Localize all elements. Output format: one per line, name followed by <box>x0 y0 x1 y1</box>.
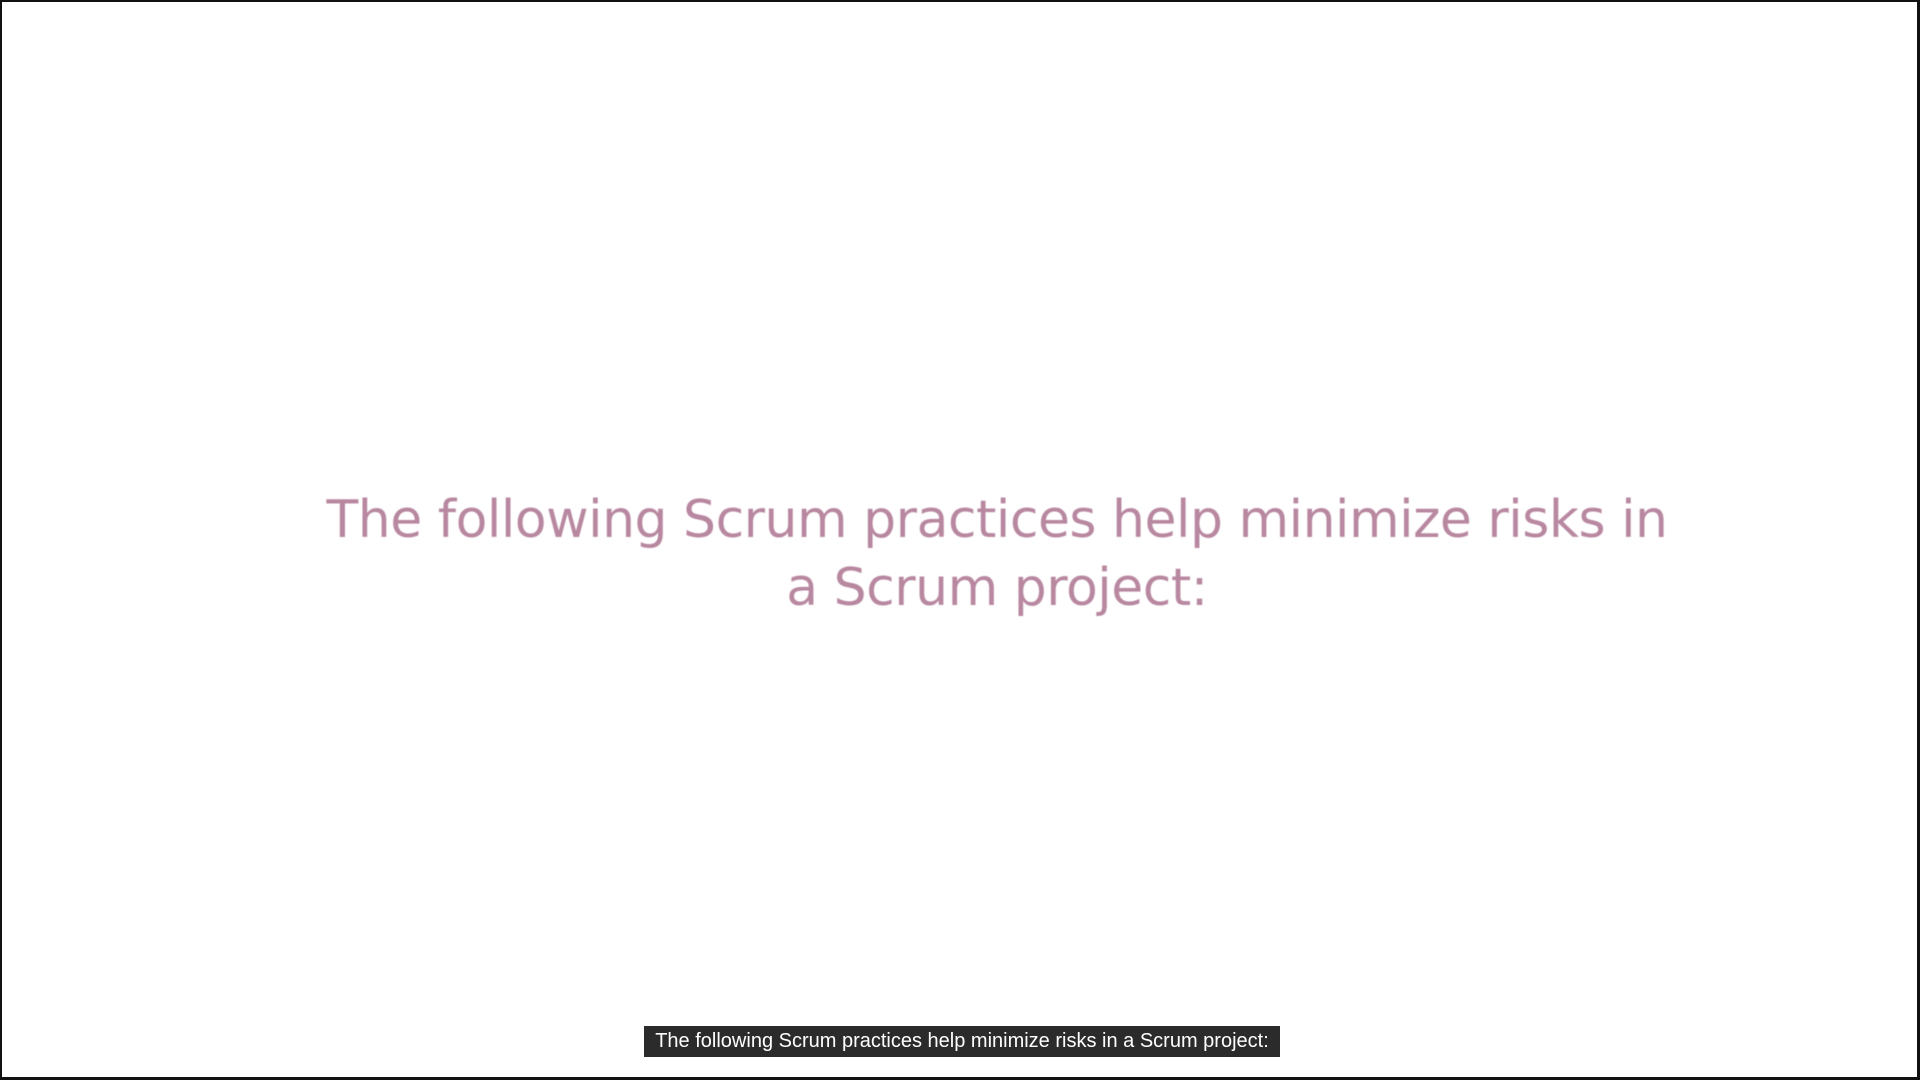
slide-title-line-2: a Scrum project: <box>786 558 1208 618</box>
subtitle-caption: The following Scrum practices help minim… <box>644 1026 1280 1057</box>
slide-title-line-1: The following Scrum practices help minim… <box>326 490 1668 550</box>
slide-title: The following Scrum practices help minim… <box>242 486 1752 622</box>
subtitle-container: The following Scrum practices help minim… <box>2 1026 1920 1057</box>
